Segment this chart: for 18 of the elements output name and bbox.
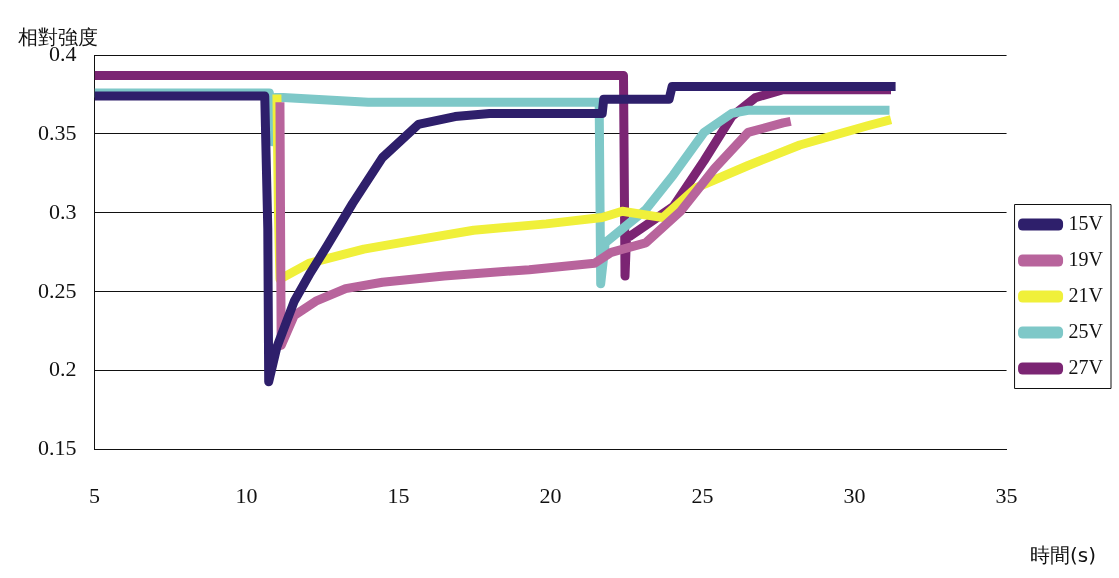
y-tick-label: 0.35 — [38, 119, 77, 145]
legend-label: 15V — [1068, 211, 1104, 234]
y-tick-label: 0.3 — [49, 198, 77, 224]
x-tick-label: 35 — [995, 482, 1018, 508]
x-tick-label: 10 — [235, 482, 258, 508]
x-tick-label: 15 — [387, 482, 410, 508]
legend-label: 27V — [1068, 355, 1104, 378]
x-tick-label: 5 — [89, 482, 100, 508]
x-tick-label: 20 — [539, 482, 562, 508]
y-tick-label: 0.2 — [49, 356, 77, 382]
x-tick-label: 25 — [691, 482, 714, 508]
x-tick-label: 30 — [843, 482, 866, 508]
legend-label: 19V — [1068, 247, 1104, 270]
x-axis-title: 時間(s) — [1030, 542, 1097, 569]
y-tick-label: 0.15 — [38, 435, 77, 461]
legend-label: 21V — [1068, 283, 1104, 306]
legend-label: 25V — [1068, 319, 1104, 342]
y-tick-label: 0.25 — [38, 277, 77, 303]
